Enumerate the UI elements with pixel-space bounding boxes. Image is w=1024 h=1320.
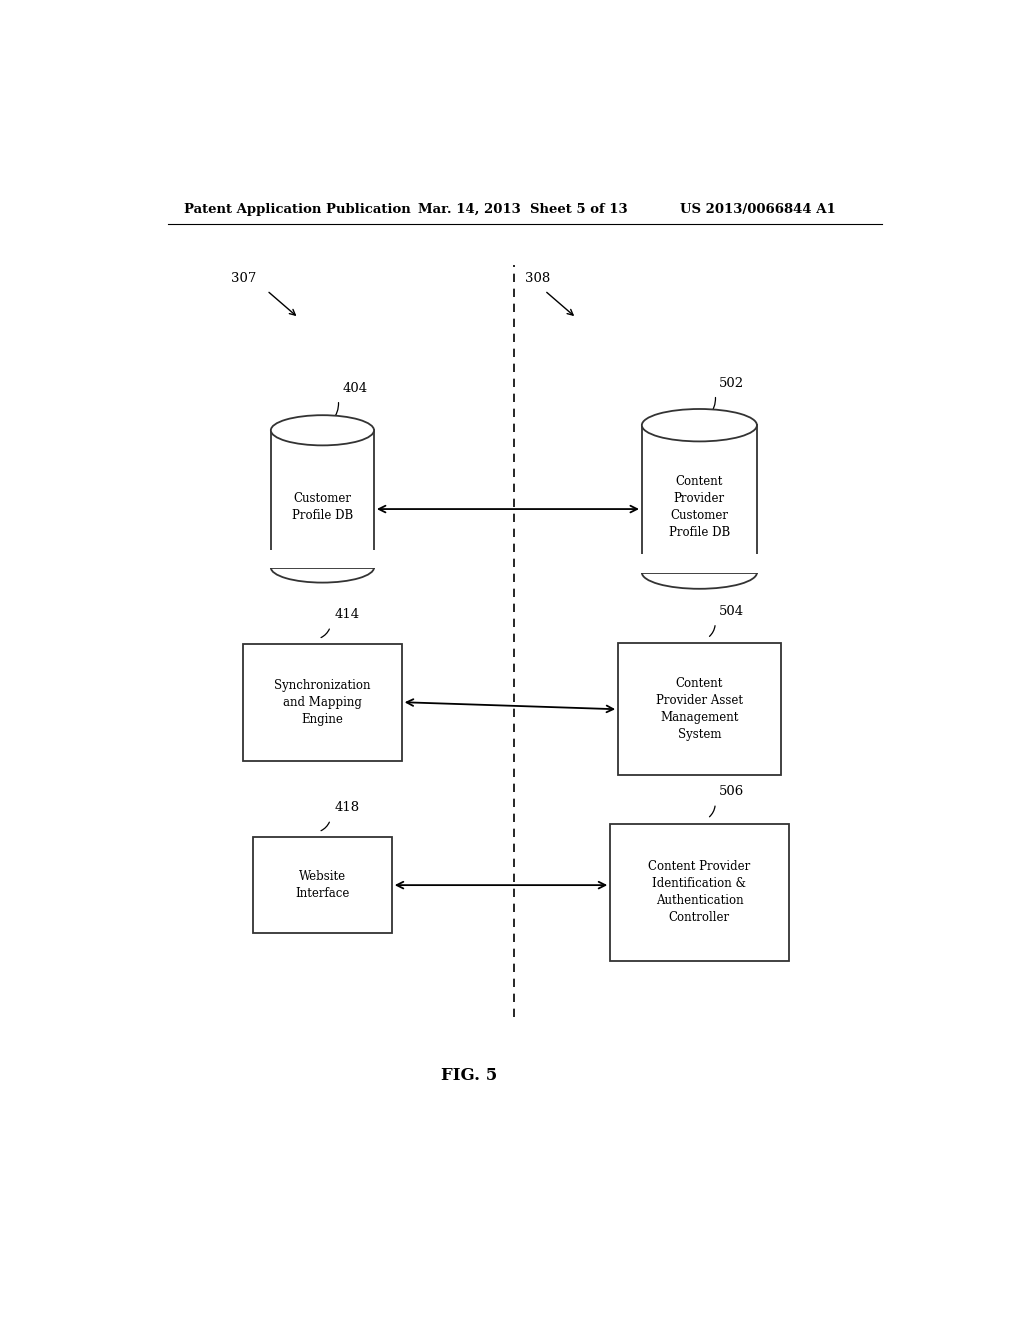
Text: Content
Provider Asset
Management
System: Content Provider Asset Management System	[656, 677, 742, 742]
Text: 414: 414	[334, 609, 359, 622]
Text: Website
Interface: Website Interface	[295, 870, 349, 900]
Ellipse shape	[270, 552, 374, 582]
Bar	[640, 554, 759, 573]
Text: 502: 502	[719, 376, 744, 389]
Text: 404: 404	[342, 381, 368, 395]
Bar	[270, 430, 374, 568]
Bar	[610, 824, 788, 961]
Text: Mar. 14, 2013  Sheet 5 of 13: Mar. 14, 2013 Sheet 5 of 13	[418, 203, 628, 216]
Bar	[269, 550, 376, 568]
Text: FIG. 5: FIG. 5	[441, 1068, 498, 1084]
Text: Synchronization
and Mapping
Engine: Synchronization and Mapping Engine	[274, 678, 371, 726]
Ellipse shape	[270, 416, 374, 445]
Text: Patent Application Publication: Patent Application Publication	[183, 203, 411, 216]
Text: 307: 307	[231, 272, 257, 285]
Text: 506: 506	[719, 785, 744, 799]
Ellipse shape	[642, 556, 757, 589]
Text: US 2013/0066844 A1: US 2013/0066844 A1	[680, 203, 836, 216]
Text: Content
Provider
Customer
Profile DB: Content Provider Customer Profile DB	[669, 475, 730, 539]
Bar	[253, 837, 392, 933]
Ellipse shape	[642, 409, 757, 441]
Text: 308: 308	[524, 272, 550, 285]
Text: Customer
Profile DB: Customer Profile DB	[292, 492, 353, 521]
Text: Content Provider
Identification &
Authentication
Controller: Content Provider Identification & Authen…	[648, 861, 751, 924]
Bar	[642, 425, 757, 573]
Text: 418: 418	[334, 801, 359, 814]
Bar	[618, 643, 780, 775]
Text: 504: 504	[719, 605, 744, 618]
Bar	[243, 644, 401, 760]
